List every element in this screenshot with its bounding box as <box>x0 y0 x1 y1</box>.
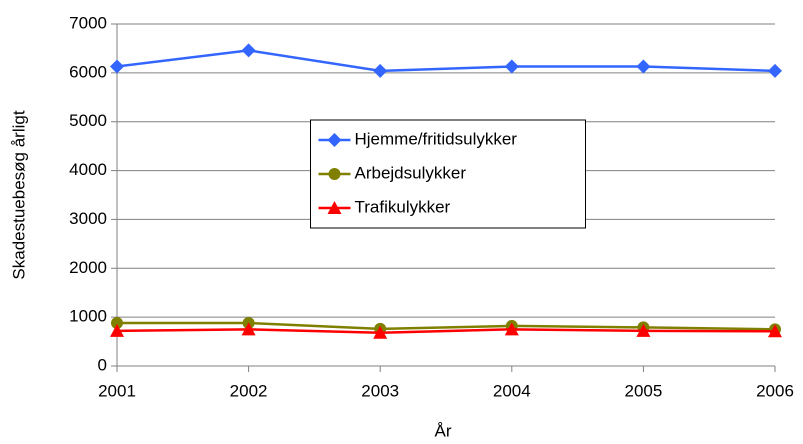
marker <box>327 201 342 214</box>
marker <box>504 59 519 74</box>
marker <box>328 168 341 180</box>
y-tick-label: 0 <box>98 355 107 374</box>
marker <box>636 323 651 337</box>
marker <box>636 59 651 74</box>
x-tick-label: 2002 <box>230 381 268 400</box>
x-axis-label: År <box>435 421 452 440</box>
legend-box <box>310 119 586 229</box>
marker <box>241 43 256 58</box>
x-tick-label: 2006 <box>756 381 794 400</box>
x-tick-label: 2001 <box>98 381 136 400</box>
marker <box>110 59 124 74</box>
y-tick-label: 2000 <box>69 258 107 277</box>
y-tick-label: 6000 <box>69 62 107 81</box>
marker <box>373 325 388 339</box>
y-tick-label: 1000 <box>69 307 107 326</box>
marker <box>327 133 342 147</box>
marker <box>504 322 519 336</box>
x-tick-label: 2005 <box>624 381 662 400</box>
legend-label: Hjemme/fritidsulykker <box>355 129 518 148</box>
marker <box>373 63 388 78</box>
series-line <box>116 328 776 335</box>
legend-label: Arbejdsulykker <box>355 163 467 182</box>
marker <box>110 323 124 337</box>
marker <box>768 63 782 78</box>
x-tick-label: 2004 <box>493 381 531 400</box>
legend-label: Trafikulykker <box>355 197 451 216</box>
series-line <box>117 321 776 331</box>
marker <box>241 322 256 336</box>
marker <box>768 324 782 338</box>
y-tick-label: 4000 <box>69 160 107 179</box>
series-line <box>116 49 776 73</box>
y-axis-label: Skadestuebesøg årligt <box>9 110 28 279</box>
x-tick-label: 2003 <box>361 381 399 400</box>
y-tick-label: 3000 <box>69 209 107 228</box>
y-tick-label: 7000 <box>69 13 107 32</box>
y-tick-label: 5000 <box>69 111 107 130</box>
marker <box>111 317 123 330</box>
